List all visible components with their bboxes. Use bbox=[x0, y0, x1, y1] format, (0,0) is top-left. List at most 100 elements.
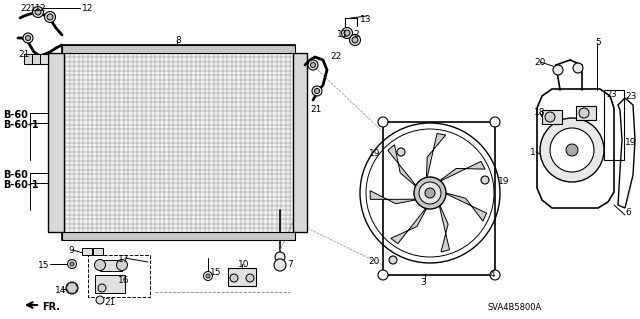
Polygon shape bbox=[439, 205, 449, 252]
Bar bbox=[26, 54, 48, 64]
Circle shape bbox=[246, 274, 254, 282]
Circle shape bbox=[70, 262, 74, 266]
Bar bbox=[62, 45, 295, 240]
Text: 21: 21 bbox=[104, 298, 115, 307]
Bar bbox=[383, 122, 495, 275]
Circle shape bbox=[47, 14, 53, 20]
Circle shape bbox=[274, 259, 286, 271]
Text: 12: 12 bbox=[82, 4, 93, 13]
Text: 14: 14 bbox=[55, 286, 67, 295]
Bar bbox=[95, 275, 125, 293]
Text: 5: 5 bbox=[595, 38, 601, 47]
Text: 15: 15 bbox=[38, 261, 49, 270]
Text: 13: 13 bbox=[360, 15, 371, 24]
Circle shape bbox=[490, 270, 500, 280]
Text: B-60-1: B-60-1 bbox=[3, 120, 38, 130]
Circle shape bbox=[312, 86, 322, 96]
Circle shape bbox=[573, 63, 583, 73]
Circle shape bbox=[95, 259, 106, 271]
Text: 19: 19 bbox=[369, 149, 381, 158]
Text: B-60-1: B-60-1 bbox=[3, 180, 38, 190]
Text: 11: 11 bbox=[337, 30, 349, 39]
Text: 23: 23 bbox=[606, 90, 616, 99]
Text: 22: 22 bbox=[20, 4, 31, 13]
Circle shape bbox=[230, 274, 238, 282]
Bar bbox=[604, 90, 624, 160]
Polygon shape bbox=[388, 145, 416, 186]
Circle shape bbox=[204, 271, 212, 280]
Text: 23: 23 bbox=[625, 92, 636, 101]
Bar bbox=[228, 268, 256, 286]
Circle shape bbox=[310, 63, 316, 68]
Text: SVA4B5800A: SVA4B5800A bbox=[488, 303, 542, 312]
Text: 6: 6 bbox=[625, 208, 631, 217]
Text: B-60: B-60 bbox=[3, 110, 28, 120]
Circle shape bbox=[26, 35, 31, 41]
Circle shape bbox=[490, 117, 500, 127]
Circle shape bbox=[481, 176, 489, 184]
Circle shape bbox=[349, 34, 360, 46]
Circle shape bbox=[116, 259, 127, 271]
Text: 17: 17 bbox=[118, 255, 129, 264]
Circle shape bbox=[579, 108, 589, 118]
Bar bbox=[62, 45, 295, 53]
Bar bbox=[48, 53, 64, 232]
Text: 1: 1 bbox=[530, 148, 536, 157]
Text: 2: 2 bbox=[353, 30, 358, 39]
Bar bbox=[82, 248, 92, 255]
Text: 19: 19 bbox=[625, 138, 637, 147]
Circle shape bbox=[45, 11, 56, 23]
Text: 19: 19 bbox=[498, 177, 509, 186]
Bar bbox=[88, 255, 150, 297]
Bar bbox=[542, 110, 562, 124]
Text: 15: 15 bbox=[210, 268, 221, 277]
Circle shape bbox=[545, 112, 555, 122]
Bar bbox=[62, 232, 295, 240]
Bar bbox=[32, 54, 40, 64]
Bar bbox=[93, 248, 103, 255]
Circle shape bbox=[66, 282, 78, 294]
Polygon shape bbox=[391, 208, 426, 244]
Text: 7: 7 bbox=[287, 260, 292, 269]
Circle shape bbox=[378, 270, 388, 280]
Text: 21: 21 bbox=[310, 105, 321, 114]
Text: 9: 9 bbox=[68, 246, 74, 255]
Text: FR.: FR. bbox=[42, 302, 60, 312]
Circle shape bbox=[33, 6, 44, 18]
Text: 21: 21 bbox=[18, 50, 29, 59]
Bar bbox=[100, 260, 122, 271]
Bar bbox=[24, 54, 32, 64]
Circle shape bbox=[96, 296, 104, 304]
Bar bbox=[293, 53, 307, 232]
Bar bbox=[576, 106, 596, 120]
Circle shape bbox=[23, 33, 33, 43]
Text: 2: 2 bbox=[39, 4, 45, 13]
Circle shape bbox=[206, 274, 210, 278]
Text: 10: 10 bbox=[238, 260, 250, 269]
Circle shape bbox=[378, 117, 388, 127]
Circle shape bbox=[397, 148, 405, 156]
Text: B-60: B-60 bbox=[3, 170, 28, 180]
Text: 18: 18 bbox=[534, 108, 545, 117]
Polygon shape bbox=[66, 283, 78, 293]
Polygon shape bbox=[426, 133, 445, 177]
Polygon shape bbox=[446, 193, 486, 221]
Text: 20: 20 bbox=[368, 257, 380, 266]
Circle shape bbox=[553, 65, 563, 75]
Polygon shape bbox=[370, 191, 415, 204]
Circle shape bbox=[419, 182, 441, 204]
Circle shape bbox=[352, 37, 358, 43]
Circle shape bbox=[67, 259, 77, 269]
Circle shape bbox=[550, 128, 594, 172]
Circle shape bbox=[425, 188, 435, 198]
Circle shape bbox=[314, 88, 319, 93]
Polygon shape bbox=[440, 161, 485, 181]
Text: 4: 4 bbox=[490, 270, 495, 279]
Text: 20: 20 bbox=[534, 58, 545, 67]
Text: 16: 16 bbox=[118, 276, 129, 285]
Circle shape bbox=[308, 60, 318, 70]
Text: 3: 3 bbox=[420, 278, 426, 287]
Circle shape bbox=[540, 118, 604, 182]
Circle shape bbox=[389, 256, 397, 264]
Circle shape bbox=[275, 252, 285, 262]
